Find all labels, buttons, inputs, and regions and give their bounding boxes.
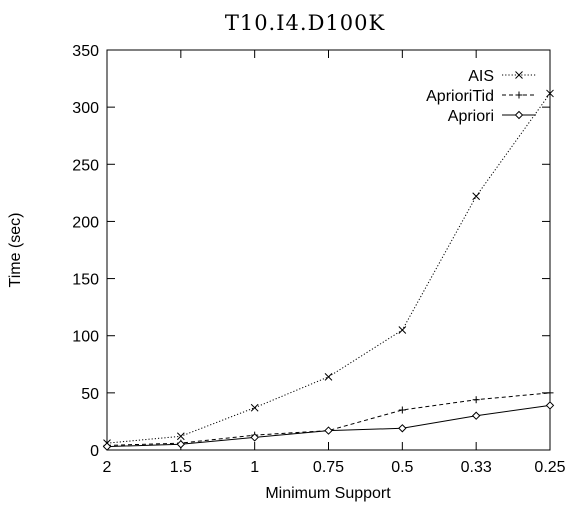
data-point-ais [398, 326, 407, 334]
marker-stroke [398, 326, 407, 334]
data-point-ais [176, 432, 185, 441]
data-point-ais [472, 192, 481, 201]
x-tick-label: 0.33 [461, 459, 492, 476]
y-tick-label: 0 [90, 443, 99, 460]
marker-stroke [250, 403, 259, 412]
y-tick-label: 200 [72, 214, 99, 231]
data-point-apriori [471, 411, 481, 420]
series-aprioritid [103, 389, 554, 449]
x-axis-label: Minimum Support [265, 485, 391, 502]
chart-title: T10.I4.D100K [225, 11, 385, 35]
data-point-aprioritid [398, 406, 406, 414]
legend-marker-ais [515, 71, 523, 79]
data-point-apriori [250, 433, 259, 442]
axis-ticks: 0 50 100 150 200 250 300 350 2 1.5 1 0.75 0.5 0.33 0.2… [72, 43, 565, 476]
data-point-aprioritid [546, 389, 554, 397]
marker-stroke [324, 373, 333, 381]
x-tick-label: 0.5 [391, 459, 413, 476]
data-point-aprioritid [472, 396, 480, 404]
x-tick-label: 1 [250, 459, 259, 476]
marker-stroke [176, 432, 185, 441]
legend-label-aprioritid: AprioriTid [426, 88, 494, 105]
y-axis-label: Time (sec) [7, 213, 24, 288]
data-point-apriori [545, 401, 555, 410]
y-tick-label: 350 [72, 43, 99, 60]
data-point-ais [546, 89, 554, 98]
x-tick-label: 0.25 [534, 459, 565, 476]
legend-label-apriori: Apriori [448, 108, 494, 125]
series-line-ais [106, 93, 551, 444]
y-tick-label: 150 [72, 272, 99, 289]
legend: AIS AprioriTid Apriori [426, 68, 536, 125]
y-tick-label: 250 [72, 157, 99, 174]
legend-label-ais: AIS [468, 68, 494, 85]
series-line-apriori [106, 404, 551, 448]
series-layer [102, 89, 555, 451]
x-tick-label: 1.5 [170, 459, 192, 476]
x-tick-label: 2 [103, 459, 112, 476]
legend-marker-aprioritid [515, 91, 523, 99]
data-point-ais [250, 403, 259, 412]
marker-stroke [472, 192, 481, 201]
marker-stroke [546, 89, 554, 98]
data-point-apriori [176, 440, 186, 449]
marker-stroke [515, 71, 523, 79]
data-point-apriori [324, 426, 333, 435]
data-point-apriori [398, 424, 407, 433]
series-line-aprioritid [106, 392, 551, 446]
data-point-ais [324, 373, 333, 381]
series-ais [103, 89, 554, 447]
series-apriori [102, 401, 555, 451]
y-tick-label: 50 [81, 386, 99, 403]
x-tick-label: 0.75 [313, 459, 344, 476]
y-tick-label: 100 [72, 329, 99, 346]
y-tick-label: 300 [72, 100, 99, 117]
data-point-apriori [102, 442, 112, 451]
legend-marker-apriori [514, 110, 524, 120]
